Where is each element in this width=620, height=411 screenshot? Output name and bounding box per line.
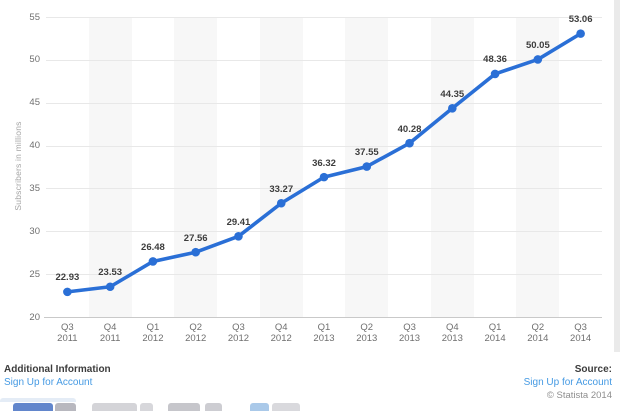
signup-link-right[interactable]: Sign Up for Account <box>523 377 612 388</box>
scrollbar-strip <box>614 0 620 352</box>
x-tick-label: Q3 2013 <box>398 322 421 344</box>
data-point <box>533 55 543 64</box>
data-point <box>63 287 72 297</box>
data-point-label: 37.55 <box>354 147 379 159</box>
source-heading: Source: <box>574 364 612 375</box>
data-point <box>105 282 115 292</box>
partial-button[interactable] <box>140 403 153 411</box>
y-tick-label: 30 <box>29 225 40 237</box>
data-point-label: 23.53 <box>98 267 123 279</box>
data-point-label: 22.93 <box>55 272 80 284</box>
grid-line <box>46 188 602 190</box>
data-point <box>362 162 372 171</box>
grid-line <box>46 102 602 104</box>
x-tick-label: Q2 2013 <box>356 322 378 344</box>
source-block: Source: Sign Up for Account © Statista 2… <box>524 363 612 402</box>
signup-link-left[interactable]: Sign Up for Account <box>4 377 93 388</box>
x-tick-label: Q4 2011 <box>99 322 121 344</box>
x-axis-line <box>44 317 602 318</box>
data-point <box>234 232 243 241</box>
data-point <box>576 29 585 38</box>
partial-button[interactable] <box>0 398 76 402</box>
data-point-label: 40.28 <box>397 123 422 135</box>
chart-plot <box>63 29 585 297</box>
y-tick-label: 35 <box>29 182 40 194</box>
data-point-label: 33.27 <box>269 183 294 195</box>
grid-line <box>46 145 602 147</box>
column-band <box>88 17 132 317</box>
data-point-label: 27.56 <box>183 232 208 244</box>
partial-button[interactable] <box>13 403 53 411</box>
line-chart: 55 50 45 40 35 30 25 20 22.93 23.53 26.48 27.56 29.… <box>13 0 620 352</box>
data-point <box>490 69 500 79</box>
x-tick-label: Q3 2011 <box>57 322 78 344</box>
data-point-label: 53.06 <box>568 14 593 26</box>
data-point-label: 50.05 <box>525 39 550 51</box>
column-band <box>430 17 474 317</box>
y-tick-label: 40 <box>29 140 40 152</box>
partial-button[interactable] <box>55 403 76 411</box>
x-tick-label: Q4 2013 <box>441 322 463 344</box>
x-tick-label: Q3 2012 <box>227 322 250 344</box>
x-tick-label: Q1 2014 <box>484 322 506 344</box>
data-point-label: 48.36 <box>483 54 507 66</box>
y-tick-label: 20 <box>29 311 40 323</box>
partial-button[interactable] <box>168 403 200 411</box>
x-tick-label: Q2 2012 <box>185 322 207 344</box>
y-tick-label: 45 <box>29 97 40 109</box>
data-point <box>319 172 329 182</box>
y-axis-title: Subscribers in millions <box>13 121 23 211</box>
additional-information-block: Additional Information Sign Up for Accou… <box>4 363 111 389</box>
column-band <box>259 17 303 317</box>
data-point <box>276 198 286 208</box>
column-band <box>174 17 218 317</box>
data-point-label: 26.48 <box>141 241 165 253</box>
grid-line <box>46 59 602 61</box>
partial-button[interactable] <box>250 403 269 411</box>
grid-line <box>46 231 602 233</box>
data-point-label: 44.35 <box>440 88 465 100</box>
data-point <box>191 247 200 257</box>
data-point <box>405 138 414 148</box>
partial-button[interactable] <box>92 403 137 411</box>
additional-information-heading: Additional Information <box>4 364 111 375</box>
y-tick-label: 50 <box>29 54 40 66</box>
x-tick-label: Q1 2013 <box>313 322 335 344</box>
data-point <box>448 103 457 113</box>
data-point <box>148 257 158 266</box>
x-tick-label: Q3 2014 <box>570 322 592 344</box>
data-point-label: 29.41 <box>226 216 251 228</box>
x-tick-label: Q4 2012 <box>270 322 292 344</box>
y-tick-label: 55 <box>29 11 40 23</box>
x-tick-label: Q2 2014 <box>527 322 549 344</box>
partial-button[interactable] <box>205 403 222 411</box>
column-band <box>516 17 560 317</box>
partial-button[interactable] <box>272 403 300 411</box>
data-point-label: 36.32 <box>312 157 336 169</box>
x-tick-label: Q1 2012 <box>142 322 164 344</box>
y-tick-label: 25 <box>29 268 40 280</box>
grid-line <box>46 274 602 276</box>
grid-line <box>46 17 602 18</box>
copyright-notice: © Statista 2014 <box>546 390 612 401</box>
